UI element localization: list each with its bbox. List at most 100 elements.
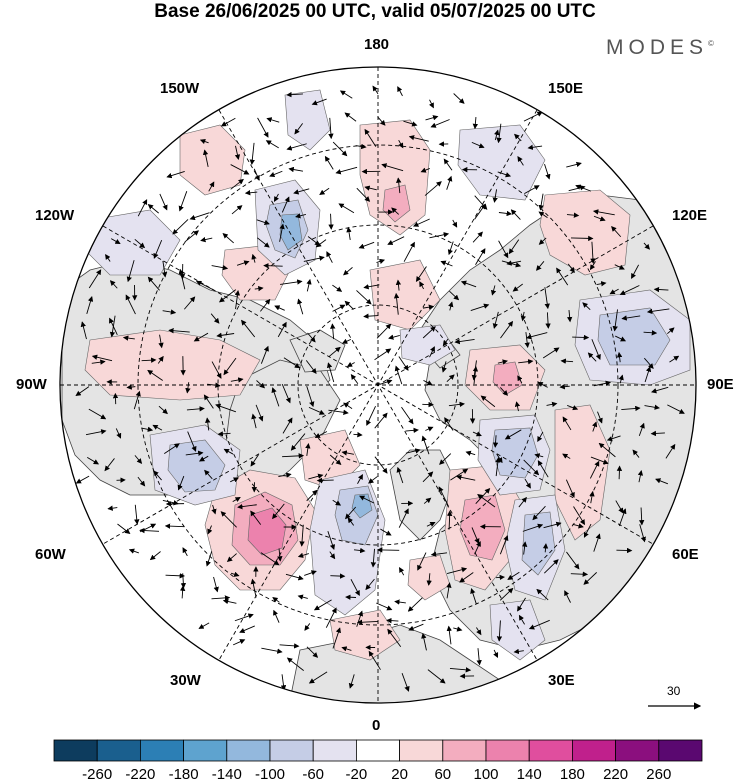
wind-vector bbox=[536, 588, 549, 601]
wind-vector bbox=[306, 278, 312, 292]
wind-vector bbox=[499, 535, 509, 555]
wind-vector bbox=[254, 285, 264, 292]
wind-vector bbox=[107, 505, 118, 511]
wind-vector bbox=[517, 156, 524, 166]
map-title: Base 26/06/2025 00 UTC, valid 05/07/2025… bbox=[154, 1, 596, 22]
wind-vector bbox=[193, 332, 209, 342]
wind-vector bbox=[494, 129, 500, 141]
wind-vector bbox=[207, 525, 213, 535]
wind-vector bbox=[213, 576, 219, 593]
wind-vector bbox=[618, 508, 627, 527]
wind-vector bbox=[644, 366, 652, 383]
wind-vector bbox=[158, 405, 168, 415]
wind-vector bbox=[396, 177, 402, 194]
colorbar-swatch bbox=[53, 739, 98, 762]
wind-vector bbox=[376, 602, 393, 611]
wind-vector bbox=[582, 302, 591, 311]
wind-vector bbox=[415, 266, 427, 283]
lon-label-90w: 90W bbox=[16, 376, 47, 393]
wind-vector bbox=[475, 248, 486, 265]
wind-vector bbox=[110, 238, 121, 244]
wind-vector bbox=[589, 460, 600, 479]
wind-vector bbox=[452, 219, 458, 228]
wind-vector bbox=[447, 241, 454, 256]
wind-vector bbox=[272, 597, 280, 603]
wind-vector bbox=[86, 296, 94, 314]
wind-vector bbox=[249, 142, 255, 166]
wind-vector bbox=[499, 387, 509, 396]
wind-vector bbox=[397, 86, 403, 97]
wind-vector bbox=[391, 207, 400, 215]
wind-vector bbox=[376, 258, 386, 264]
wind-vector bbox=[425, 426, 434, 432]
wind-vector bbox=[593, 533, 601, 552]
wind-vector bbox=[566, 310, 573, 323]
wind-vector bbox=[211, 361, 222, 379]
lon-label-90e: 90E bbox=[707, 376, 734, 393]
wind-vector bbox=[470, 303, 490, 311]
lon-label-120e: 120E bbox=[672, 207, 708, 224]
wind-vector bbox=[282, 453, 305, 459]
colorbar-tick-label: -140 bbox=[211, 766, 242, 783]
wind-vector bbox=[363, 313, 378, 319]
wind-vector bbox=[250, 454, 259, 467]
wind-vector bbox=[303, 255, 325, 262]
wind-vector bbox=[341, 338, 352, 344]
wind-vector bbox=[126, 260, 135, 283]
wind-vector bbox=[344, 300, 354, 310]
wind-vector bbox=[88, 269, 102, 289]
wind-vector bbox=[226, 553, 237, 563]
wind-vector bbox=[545, 312, 551, 329]
colorbar-swatch bbox=[226, 739, 271, 762]
wind-vector bbox=[508, 239, 520, 255]
wind-vector bbox=[500, 320, 514, 339]
wind-vector bbox=[446, 374, 455, 382]
wind-vector bbox=[241, 319, 256, 338]
copyright-mark: © bbox=[708, 39, 714, 48]
wind-vector bbox=[152, 424, 163, 431]
wind-vector bbox=[91, 359, 106, 365]
wind-vector bbox=[205, 551, 213, 567]
wind-vector bbox=[306, 385, 315, 408]
colorbar-swatch bbox=[615, 739, 660, 762]
colorbar-swatch bbox=[658, 739, 703, 762]
wind-vector bbox=[195, 280, 214, 291]
wind-vector bbox=[277, 321, 287, 338]
colorbar-tick-label: 180 bbox=[559, 766, 585, 783]
wind-vector bbox=[421, 435, 430, 455]
wind-vector bbox=[251, 413, 257, 429]
wind-vector bbox=[211, 264, 229, 271]
wind-vector bbox=[308, 406, 325, 415]
wind-vector bbox=[257, 117, 269, 138]
wind-vector bbox=[542, 347, 560, 359]
wind-vector bbox=[91, 354, 113, 362]
wind-vector bbox=[570, 235, 594, 242]
wind-vector bbox=[544, 164, 551, 180]
wind-vector bbox=[403, 120, 418, 127]
wind-vector bbox=[297, 594, 308, 600]
wind-vector bbox=[311, 98, 327, 106]
wind-vector bbox=[472, 431, 482, 437]
wind-vector bbox=[232, 639, 246, 646]
wind-vector bbox=[480, 395, 496, 408]
wind-vector bbox=[430, 551, 448, 557]
wind-vector bbox=[186, 406, 205, 412]
wind-vector bbox=[330, 573, 346, 579]
lon-label-150w: 150W bbox=[160, 80, 200, 97]
colorbar-swatch bbox=[442, 739, 487, 762]
wind-vector bbox=[232, 496, 241, 503]
colorbar-tick-label: 20 bbox=[391, 766, 408, 783]
wind-vector bbox=[524, 478, 531, 489]
wind-vector bbox=[368, 476, 378, 484]
wind-vector bbox=[137, 476, 146, 487]
wind-vector bbox=[343, 402, 353, 409]
wind-vector bbox=[199, 139, 209, 145]
colorbar-swatch bbox=[355, 739, 400, 762]
wind-vector bbox=[643, 242, 651, 250]
wind-vector bbox=[218, 289, 237, 303]
wind-vector bbox=[184, 230, 200, 243]
wind-vector bbox=[329, 454, 342, 465]
wind-vector bbox=[510, 209, 521, 220]
wind-vector bbox=[543, 521, 562, 529]
wind-vector bbox=[490, 285, 497, 296]
